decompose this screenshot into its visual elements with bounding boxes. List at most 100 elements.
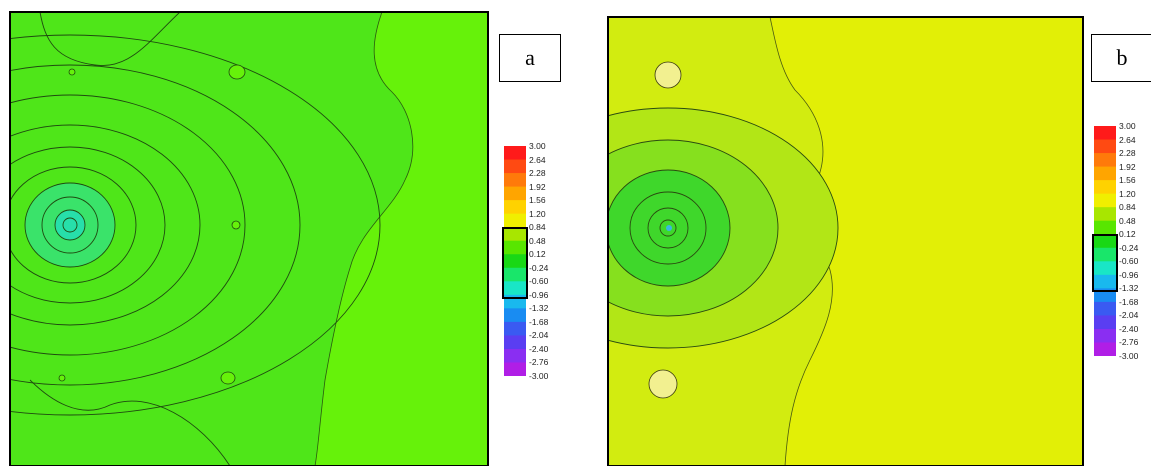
colorbar-a-tick-label: 1.20 <box>529 208 546 219</box>
colorbar-a-tick-label: 1.56 <box>529 195 546 206</box>
colorbar-b-tick-label: 0.48 <box>1119 215 1136 226</box>
colorbar-a-tick-label: -1.32 <box>529 303 549 314</box>
colorbar-a-swatch <box>504 173 526 188</box>
contour-field-a <box>10 12 488 466</box>
colorbar-a-swatch <box>504 240 526 255</box>
colorbar-b-tick-label: -1.68 <box>1119 296 1139 307</box>
colorbar-b-highlight-box <box>1092 234 1118 293</box>
island-b-1 <box>648 369 678 399</box>
panel-label-a: a <box>499 34 561 82</box>
colorbar-a-swatch <box>504 254 526 269</box>
colorbar-b-swatch <box>1094 301 1116 316</box>
island-a-3 <box>220 371 236 385</box>
colorbar-b-swatch <box>1094 342 1116 356</box>
colorbar-b-tick-label: 0.12 <box>1119 229 1136 240</box>
contour-plot-b <box>607 16 1084 466</box>
colorbar-a-swatch <box>504 321 526 336</box>
island-a-2 <box>231 220 241 230</box>
colorbar-b-swatch <box>1094 153 1116 168</box>
colorbar-a-tick-label: 0.84 <box>529 222 546 233</box>
contour-ring-a-0 <box>10 34 381 416</box>
colorbar-b-swatch <box>1094 166 1116 181</box>
colorbar-b-swatch <box>1094 261 1116 276</box>
colorbar-b-swatch <box>1094 207 1116 222</box>
chart-panel-b: b 3.00 2.64 2.28 1.92 1.56 1.20 0.84 0.48 0.12 -0… <box>580 0 1151 466</box>
colorbar-a-tick-label: 2.64 <box>529 154 546 165</box>
contour-ring-a-4 <box>10 146 166 304</box>
colorbar-b-tick-label: 1.20 <box>1119 188 1136 199</box>
colorbar-a-swatch <box>504 267 526 282</box>
colorbar-b-gradient <box>1094 126 1116 356</box>
colorbar-b-tick-label: -0.24 <box>1119 242 1139 253</box>
colorbar-b-swatch <box>1094 193 1116 208</box>
colorbar-b-tick-label: -2.04 <box>1119 310 1139 321</box>
island-b-0 <box>654 61 682 89</box>
colorbar-b-tick-label: -0.60 <box>1119 256 1139 267</box>
colorbar-a-tick-label: -2.40 <box>529 343 549 354</box>
colorbar-b-swatch <box>1094 315 1116 330</box>
colorbar-a-swatch <box>504 227 526 242</box>
colorbar-a-tick-label: -0.96 <box>529 289 549 300</box>
island-a-4 <box>58 374 66 382</box>
colorbar-a-tick-label: 0.12 <box>529 249 546 260</box>
colorbar-b-tick-label: -3.00 <box>1119 351 1139 361</box>
colorbar-a-tick-label: -1.68 <box>529 316 549 327</box>
colorbar-a-tick-label: 3.00 <box>529 141 546 151</box>
island-a-1 <box>68 68 76 76</box>
center-spot-b <box>666 225 672 231</box>
colorbar-b-swatch <box>1094 274 1116 289</box>
colorbar-a-swatch <box>504 308 526 323</box>
contour-ring-a-3 <box>10 124 201 326</box>
contour-bottom-a <box>29 379 231 466</box>
region-boundary-a <box>314 12 488 466</box>
colorbar-b-tick-label: -2.40 <box>1119 323 1139 334</box>
colorbar-b-swatch <box>1094 328 1116 343</box>
colorbar-b-swatch <box>1094 180 1116 195</box>
contour-ring-a-9 <box>62 217 78 233</box>
colorbar-a-swatch <box>504 200 526 215</box>
colorbar-a-swatch <box>504 362 526 376</box>
contour-ring-a-1 <box>10 64 301 386</box>
colorbar-b-tick-label: 2.64 <box>1119 134 1136 145</box>
colorbar-a-tick-label: -3.00 <box>529 371 549 381</box>
chart-panel-a: a 3.00 2.64 2.28 1.92 1.56 1.20 0.84 0.48 0.12 -0… <box>9 11 564 466</box>
colorbar-a-tick-label: -2.04 <box>529 330 549 341</box>
colorbar-a: 3.00 2.64 2.28 1.92 1.56 1.20 0.84 0.48 0.12 -0.2… <box>502 142 564 386</box>
colorbar-a-tick-label: 1.92 <box>529 181 546 192</box>
colorbar-b-swatch <box>1094 139 1116 154</box>
colorbar-a-swatch <box>504 146 526 161</box>
colorbar-a-swatch <box>504 159 526 174</box>
colorbar-b-swatch <box>1094 234 1116 249</box>
contour-ring-a-5 <box>10 166 137 284</box>
colorbar-b-tick-label: 1.92 <box>1119 161 1136 172</box>
colorbar-a-tick-label: -0.24 <box>529 262 549 273</box>
island-a-0 <box>228 64 246 80</box>
colorbar-a-highlight-box <box>502 227 528 299</box>
colorbar-a-tick-label: 0.48 <box>529 235 546 246</box>
colorbar-b-tick-label: 3.00 <box>1119 121 1136 131</box>
colorbar-b-swatch <box>1094 247 1116 262</box>
colorbar-b-tick-label: 1.56 <box>1119 175 1136 186</box>
colorbar-b: 3.00 2.64 2.28 1.92 1.56 1.20 0.84 0.48 0.12 -0.2… <box>1092 122 1150 376</box>
colorbar-a-swatch <box>504 281 526 296</box>
panel-label-b: b <box>1091 34 1151 82</box>
colorbar-a-swatch <box>504 335 526 350</box>
colorbar-b-tick-label: 2.28 <box>1119 148 1136 159</box>
colorbar-a-swatch <box>504 348 526 363</box>
colorbar-a-gradient <box>504 146 526 376</box>
plot-frame-a <box>9 11 489 466</box>
colorbar-b-tick-label: -0.96 <box>1119 269 1139 280</box>
contour-top-a <box>39 12 181 66</box>
colorbar-b-tick-label: 0.84 <box>1119 202 1136 213</box>
colorbar-b-tick-label: -1.32 <box>1119 283 1139 294</box>
colorbar-a-swatch <box>504 186 526 201</box>
plot-frame-b <box>607 16 1084 466</box>
colorbar-b-swatch <box>1094 220 1116 235</box>
colorbar-a-tick-label: -2.76 <box>529 357 549 368</box>
contour-ring-a-2 <box>10 94 246 356</box>
colorbar-a-tick-label: 2.28 <box>529 168 546 179</box>
colorbar-a-tick-label: -0.60 <box>529 276 549 287</box>
contour-plot-a <box>9 11 489 466</box>
contour-field-b <box>608 17 1083 466</box>
colorbar-b-swatch <box>1094 126 1116 141</box>
